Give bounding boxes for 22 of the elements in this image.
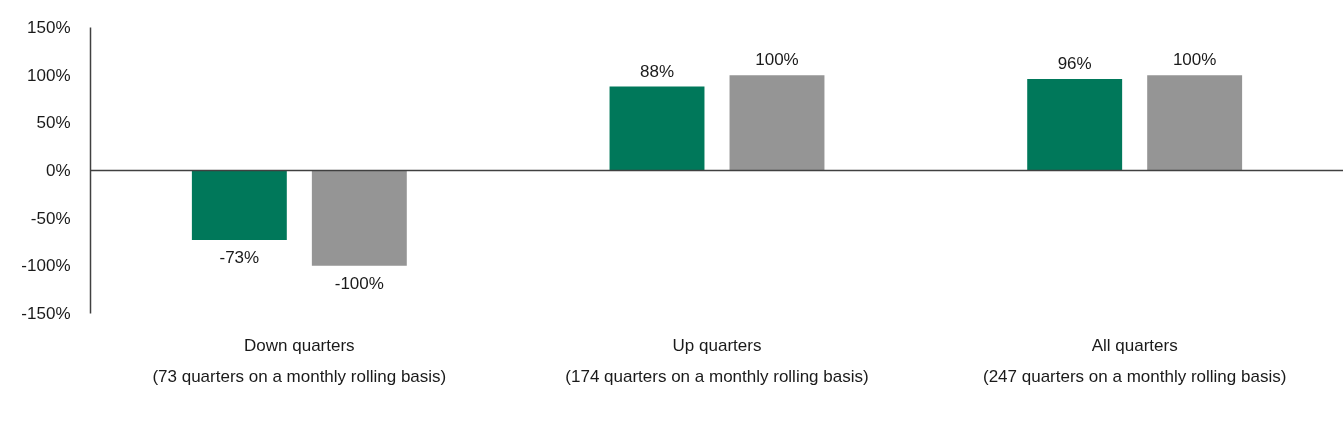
bar bbox=[311, 170, 407, 266]
data-label: 88% bbox=[640, 61, 675, 81]
y-tick-label: 100% bbox=[27, 65, 71, 85]
x-tick-label: Down quarters (73 quarters on a monthly rolling basis) bbox=[152, 335, 447, 386]
x-tick-label: Up quarters (174 quarters on a monthly rolling basis) bbox=[565, 335, 869, 386]
y-tick-label: 150% bbox=[27, 18, 71, 37]
y-tick-label: 0% bbox=[45, 161, 71, 180]
bar bbox=[1027, 78, 1123, 171]
data-label: 96% bbox=[1057, 53, 1092, 73]
y-tick-label: 50% bbox=[36, 113, 71, 133]
data-label: -100% bbox=[334, 273, 384, 293]
y-tick-label: -100% bbox=[21, 256, 71, 276]
bar bbox=[609, 86, 705, 171]
bar bbox=[1147, 75, 1243, 171]
bar bbox=[191, 170, 287, 241]
y-tick-label: -150% bbox=[21, 304, 71, 323]
data-label: -73% bbox=[219, 248, 260, 268]
data-label: 100% bbox=[1172, 50, 1217, 70]
data-label: 100% bbox=[755, 50, 799, 70]
x-tick-label: All quarters (247 quarters on a monthly rolling basis) bbox=[983, 335, 1287, 386]
y-tick-label: -50% bbox=[30, 208, 71, 228]
bar bbox=[729, 75, 825, 171]
